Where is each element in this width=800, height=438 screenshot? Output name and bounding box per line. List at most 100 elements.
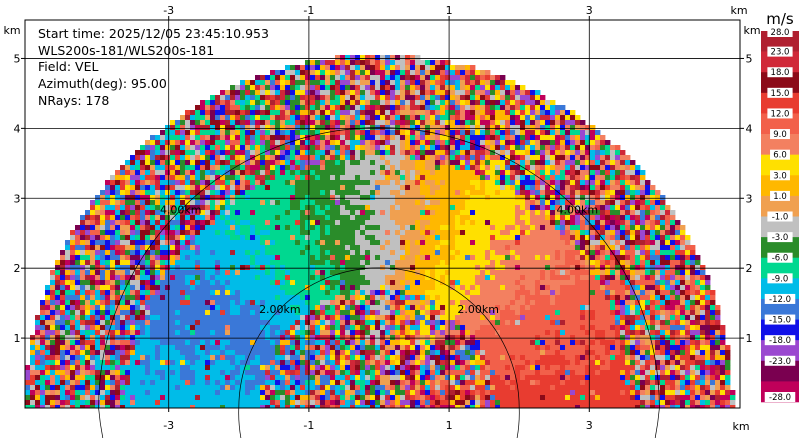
velocity-cell <box>225 90 231 96</box>
velocity-cell <box>300 90 306 96</box>
velocity-cell <box>300 95 306 101</box>
velocity-cell <box>250 110 256 116</box>
velocity-cell <box>400 60 406 66</box>
velocity-cell <box>375 200 381 206</box>
velocity-cell <box>510 200 516 206</box>
velocity-cell <box>385 140 391 146</box>
velocity-cell <box>555 220 561 226</box>
velocity-cell <box>405 175 411 181</box>
velocity-cell <box>285 255 291 261</box>
velocity-cell <box>155 185 161 191</box>
velocity-cell <box>300 270 306 276</box>
velocity-cell <box>585 220 591 226</box>
velocity-cell <box>395 65 401 71</box>
velocity-cell <box>500 95 506 101</box>
velocity-cell <box>165 195 171 201</box>
velocity-cell <box>325 90 331 96</box>
velocity-cell <box>330 200 336 206</box>
velocity-cell <box>310 80 316 86</box>
velocity-cell <box>490 215 496 221</box>
velocity-cell <box>615 300 621 306</box>
velocity-cell <box>235 205 241 211</box>
velocity-cell <box>380 75 386 81</box>
velocity-cell <box>390 180 396 186</box>
velocity-cell <box>620 180 626 186</box>
velocity-cell <box>270 180 276 186</box>
velocity-cell <box>295 245 301 251</box>
velocity-cell <box>625 295 631 301</box>
velocity-cell <box>245 160 251 166</box>
velocity-cell <box>445 60 451 66</box>
velocity-cell <box>660 235 666 241</box>
velocity-cell <box>145 150 151 156</box>
velocity-cell <box>220 150 226 156</box>
velocity-cell <box>160 145 166 151</box>
velocity-cell <box>360 200 366 206</box>
velocity-cell <box>390 205 396 211</box>
velocity-cell <box>360 260 366 266</box>
velocity-cell <box>515 200 521 206</box>
velocity-cell <box>195 205 201 211</box>
velocity-cell <box>430 175 436 181</box>
velocity-cell <box>330 170 336 176</box>
velocity-cell <box>490 150 496 156</box>
velocity-cell <box>535 210 541 216</box>
velocity-cell <box>300 185 306 191</box>
velocity-cell <box>505 245 511 251</box>
velocity-cell <box>535 195 541 201</box>
velocity-cell <box>345 110 351 116</box>
velocity-cell <box>250 230 256 236</box>
velocity-cell <box>445 275 451 281</box>
velocity-cell <box>210 235 216 241</box>
velocity-cell <box>360 75 366 81</box>
velocity-cell <box>95 300 101 306</box>
velocity-cell <box>305 175 311 181</box>
velocity-cell <box>585 300 591 306</box>
velocity-cell <box>485 165 491 171</box>
velocity-cell <box>580 255 586 261</box>
velocity-cell <box>450 250 456 256</box>
velocity-cell <box>415 230 421 236</box>
velocity-cell <box>325 125 331 131</box>
velocity-cell <box>370 65 376 71</box>
velocity-cell <box>225 170 231 176</box>
velocity-cell <box>530 290 536 296</box>
velocity-cell <box>550 245 556 251</box>
velocity-cell <box>330 165 336 171</box>
velocity-cell <box>500 115 506 121</box>
velocity-cell <box>440 90 446 96</box>
velocity-cell <box>280 110 286 116</box>
velocity-cell <box>490 220 496 226</box>
velocity-cell <box>355 290 361 296</box>
velocity-cell <box>500 190 506 196</box>
velocity-cell <box>260 80 266 86</box>
velocity-cell <box>665 235 671 241</box>
velocity-cell <box>560 210 566 216</box>
velocity-cell <box>380 110 386 116</box>
velocity-cell <box>330 125 336 131</box>
velocity-cell <box>510 80 516 86</box>
velocity-cell <box>145 255 151 261</box>
velocity-cell <box>425 245 431 251</box>
velocity-cell <box>515 160 521 166</box>
velocity-cell <box>595 225 601 231</box>
velocity-cell <box>490 185 496 191</box>
velocity-cell <box>545 255 551 261</box>
velocity-cell <box>320 250 326 256</box>
velocity-cell <box>585 290 591 296</box>
velocity-cell <box>545 225 551 231</box>
velocity-cell <box>250 165 256 171</box>
velocity-cell <box>705 300 711 306</box>
velocity-cell <box>415 265 421 271</box>
velocity-cell <box>325 160 331 166</box>
velocity-cell <box>370 290 376 296</box>
velocity-cell <box>160 265 166 271</box>
velocity-cell <box>390 75 396 81</box>
velocity-cell <box>240 115 246 121</box>
velocity-cell <box>155 295 161 301</box>
velocity-cell <box>455 115 461 121</box>
velocity-cell <box>510 145 516 151</box>
velocity-cell <box>515 115 521 121</box>
velocity-cell <box>355 125 361 131</box>
velocity-cell <box>680 285 686 291</box>
